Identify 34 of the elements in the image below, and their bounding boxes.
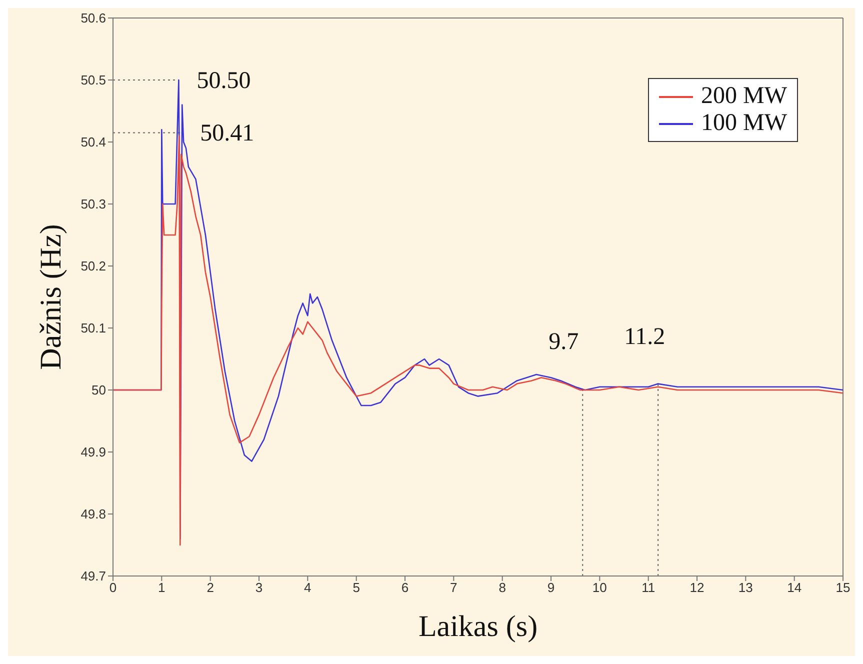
x-axis-title: Laikas (s) xyxy=(418,610,538,643)
x-tick-label: 3 xyxy=(255,580,263,596)
x-tick-label: 1 xyxy=(158,580,166,596)
ref-line-label: 50.50 xyxy=(196,68,251,94)
x-tick-label: 13 xyxy=(738,580,753,596)
x-tick-label: 15 xyxy=(836,580,850,596)
x-tick-label: 10 xyxy=(592,580,607,596)
x-tick-label: 7 xyxy=(450,580,458,596)
ref-line-label: 9.7 xyxy=(548,329,579,356)
ref-line-label: 50.41 xyxy=(200,120,254,147)
ref-line-label: 11.2 xyxy=(624,324,666,350)
x-tick-label: 11 xyxy=(642,580,656,596)
y-tick-label: 49.7 xyxy=(80,568,106,584)
legend-label: 200 MW xyxy=(701,83,787,110)
legend-label: 100 MW xyxy=(701,110,787,137)
x-tick-label: 8 xyxy=(498,580,506,596)
y-tick-label: 50 xyxy=(92,382,106,398)
y-tick-label: 50.5 xyxy=(80,72,106,88)
x-tick-label: 12 xyxy=(690,580,704,596)
x-tick-label: 6 xyxy=(401,580,409,596)
y-tick-label: 50.6 xyxy=(80,10,106,26)
x-tick-label: 0 xyxy=(109,580,117,596)
y-axis-title: Dažnis (Hz) xyxy=(34,224,68,370)
x-tick-label: 2 xyxy=(206,580,214,596)
x-tick-label: 4 xyxy=(304,580,312,596)
y-tick-label: 50.4 xyxy=(80,134,106,150)
y-tick-label: 50.3 xyxy=(80,196,106,212)
y-tick-label: 50.2 xyxy=(80,258,106,274)
x-tick-label: 9 xyxy=(547,580,555,596)
y-tick-label: 49.8 xyxy=(80,506,106,522)
y-tick-label: 50.1 xyxy=(80,320,106,336)
x-tick-label: 5 xyxy=(352,580,360,596)
y-tick-label: 49.9 xyxy=(80,444,106,460)
x-tick-label: 14 xyxy=(787,580,802,596)
